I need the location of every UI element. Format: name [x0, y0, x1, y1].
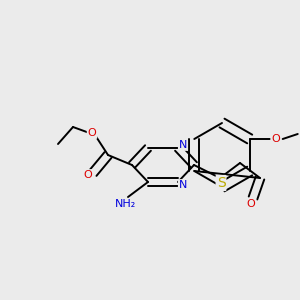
Text: O: O	[247, 199, 255, 209]
Text: O: O	[88, 128, 96, 138]
Text: O: O	[84, 170, 92, 180]
Text: O: O	[271, 134, 280, 144]
Text: N: N	[179, 140, 187, 150]
Text: NH₂: NH₂	[116, 199, 136, 209]
Text: S: S	[217, 176, 225, 190]
Text: N: N	[179, 180, 187, 190]
